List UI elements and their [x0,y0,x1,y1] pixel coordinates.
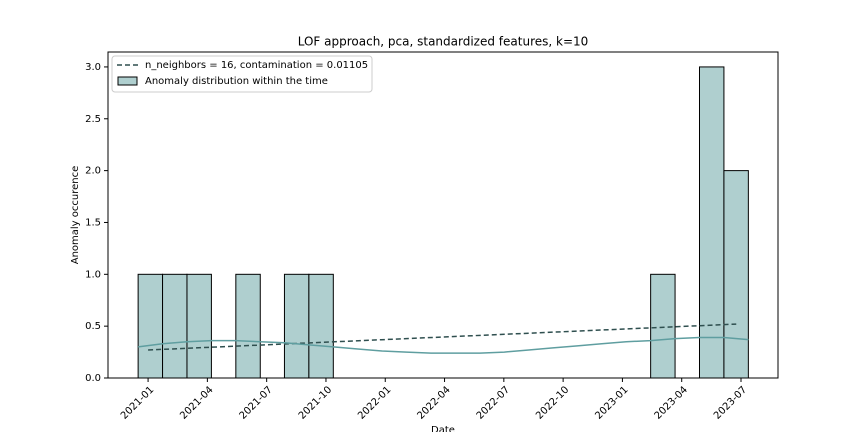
bar [650,273,676,379]
x-tick-label: 2022-10 [534,384,571,421]
bar [235,273,261,379]
y-tick-label: 0.0 [85,373,101,384]
x-tick-label: 2022-01 [356,384,393,421]
bar [162,273,188,379]
legend-patch [117,76,138,86]
y-tick-label: 1.0 [85,269,101,280]
y-tick-label: 2.0 [85,166,101,177]
x-tick-label: 2021-04 [178,384,215,421]
x-tick-label: 2021-10 [297,384,334,421]
x-tick-label: 2021-01 [119,384,156,421]
y-tick-label: 3.0 [85,62,101,73]
line [148,323,737,351]
x-tick-label: 2022-07 [475,384,512,421]
x-axis-label: Date [431,425,455,432]
y-tick-label: 1.5 [85,217,101,228]
y-tick-label: 2.5 [85,114,101,125]
x-tick-label: 2022-04 [415,384,452,421]
x-tick-label: 2023-01 [593,384,630,421]
bar [137,273,164,379]
bar [283,273,310,379]
legend-label: Anomaly distribution within the time [145,76,328,87]
x-tick-label: 2023-04 [653,384,690,421]
bar [698,66,725,379]
legend-box [111,55,373,93]
x-tick-label: 2023-07 [712,384,749,421]
bar [186,273,212,379]
chart-title: LOF approach, pca, standardized features… [298,35,589,49]
y-tick-label: 0.5 [85,321,101,332]
bar [308,273,334,379]
legend: n_neighbors = 16, contamination = 0.0110… [111,55,373,93]
legend-label: n_neighbors = 16, contamination = 0.0110… [145,60,368,71]
line [138,336,749,354]
x-tick-label: 2021-07 [238,384,275,421]
bar [723,170,749,379]
plot-frame [107,51,779,379]
y-axis-label: Anomaly occurence [70,166,81,265]
